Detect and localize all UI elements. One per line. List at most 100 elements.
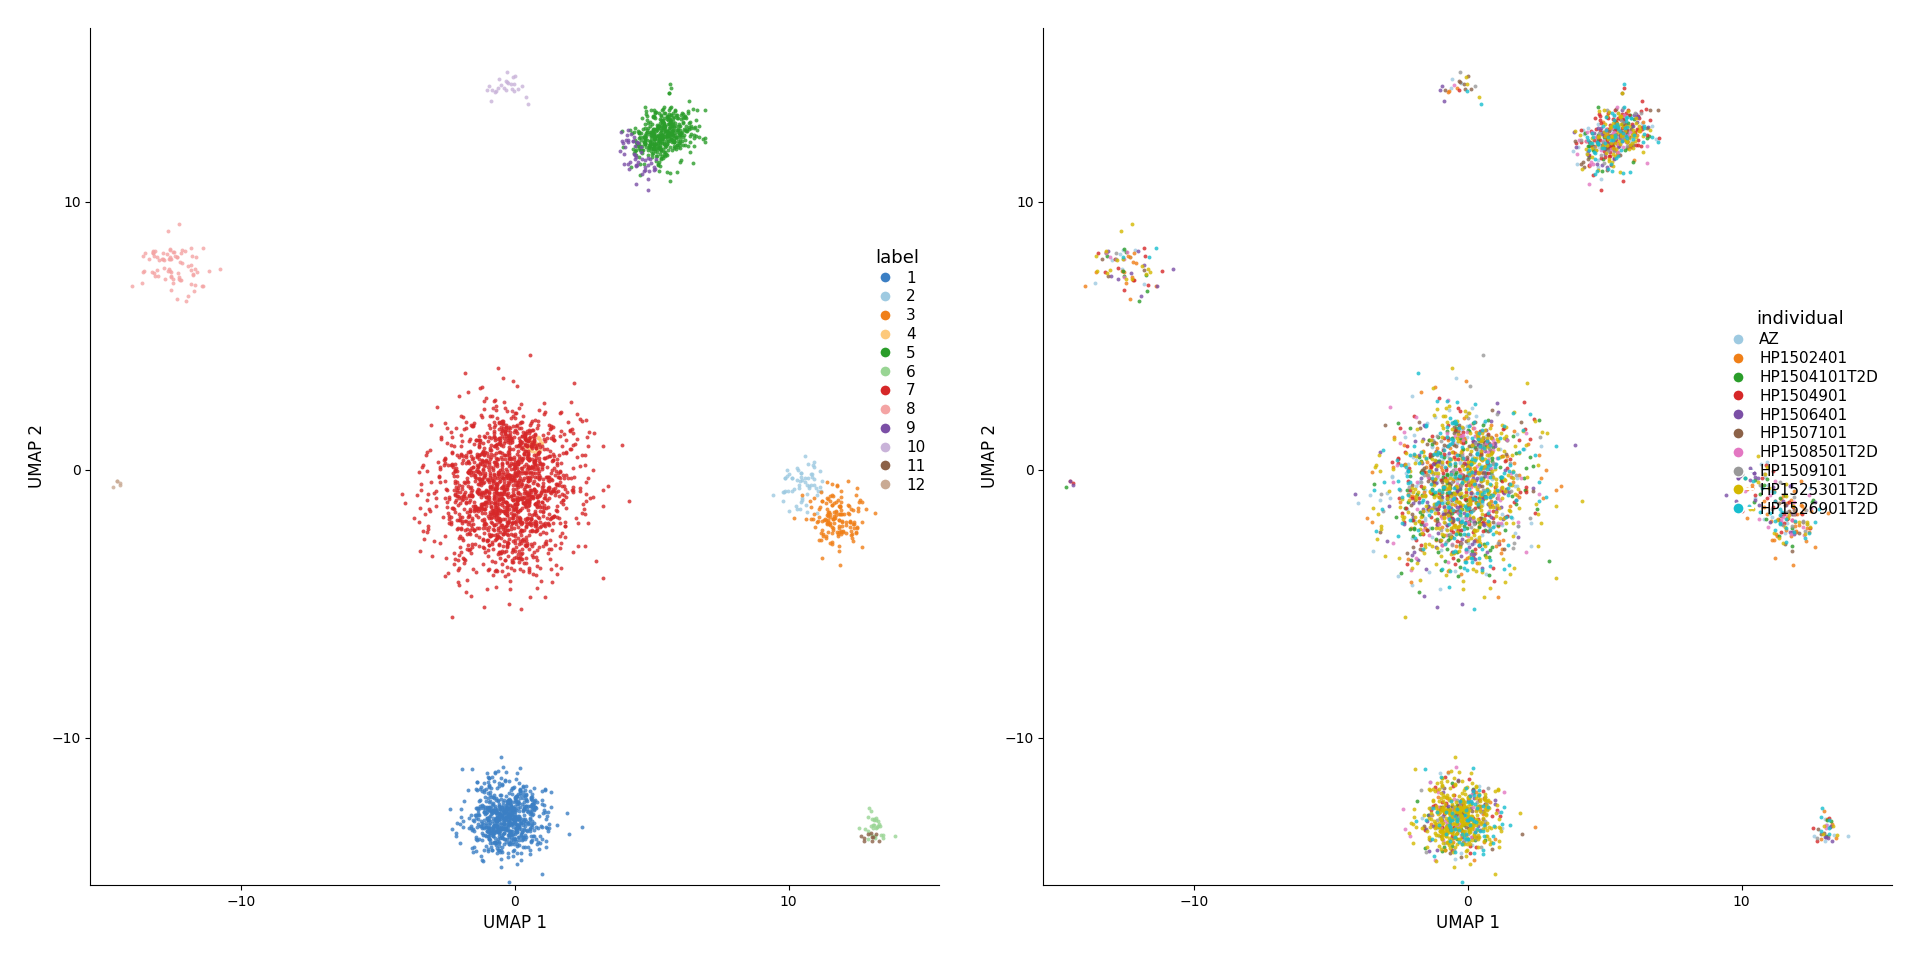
Point	[511, 804, 541, 819]
Point	[490, 503, 520, 518]
Point	[501, 833, 532, 849]
Point	[1446, 522, 1476, 538]
Point	[649, 106, 680, 121]
Point	[1473, 454, 1503, 469]
Point	[770, 483, 801, 498]
Point	[1722, 485, 1753, 500]
Point	[465, 436, 495, 451]
Point	[1392, 464, 1423, 479]
Point	[1500, 536, 1530, 551]
Point	[167, 255, 198, 271]
Point	[1601, 136, 1632, 152]
Point	[653, 85, 684, 101]
Point	[643, 129, 674, 144]
Point	[1498, 529, 1528, 544]
Point	[440, 505, 470, 520]
Point	[447, 820, 478, 835]
Point	[810, 513, 841, 528]
Point	[1526, 470, 1557, 486]
Point	[499, 543, 530, 559]
Point	[522, 420, 553, 435]
Point	[524, 511, 555, 526]
Point	[1469, 517, 1500, 533]
Point	[457, 418, 488, 433]
Point	[1442, 817, 1473, 832]
Point	[1423, 501, 1453, 516]
Point	[467, 852, 497, 868]
Point	[1797, 821, 1828, 836]
Point	[1423, 468, 1453, 484]
Point	[436, 822, 467, 837]
Point	[493, 444, 524, 459]
Point	[1582, 134, 1613, 150]
Point	[1438, 545, 1469, 561]
Point	[490, 543, 520, 559]
Point	[1455, 511, 1486, 526]
Point	[472, 790, 503, 805]
Point	[1423, 453, 1453, 468]
Point	[1482, 395, 1513, 410]
Point	[399, 511, 430, 526]
Point	[1484, 459, 1515, 474]
Point	[1110, 272, 1140, 287]
Point	[493, 443, 524, 458]
Point	[1442, 433, 1473, 448]
Point	[549, 470, 580, 486]
Point	[639, 105, 670, 120]
Point	[507, 408, 538, 423]
Point	[1430, 818, 1461, 833]
Point	[1469, 489, 1500, 504]
Point	[524, 456, 555, 471]
Point	[1584, 135, 1615, 151]
Point	[1759, 484, 1789, 499]
Point	[1365, 492, 1396, 508]
Point	[492, 433, 522, 448]
Point	[1469, 434, 1500, 449]
Point	[1540, 439, 1571, 454]
Point	[499, 470, 530, 486]
Point	[532, 823, 563, 838]
Point	[455, 526, 486, 541]
Point	[1453, 790, 1484, 805]
Point	[1425, 534, 1455, 549]
Point	[1369, 548, 1400, 564]
Point	[493, 515, 524, 530]
Point	[1467, 822, 1498, 837]
Point	[497, 816, 528, 831]
Point	[1423, 455, 1453, 470]
Point	[1392, 501, 1423, 516]
Point	[1484, 526, 1515, 541]
Point	[820, 503, 851, 518]
Point	[1444, 477, 1475, 492]
Point	[783, 477, 814, 492]
Point	[1430, 796, 1461, 811]
Point	[1400, 455, 1430, 470]
Point	[474, 826, 505, 841]
Point	[1588, 134, 1619, 150]
Point	[662, 110, 693, 126]
Point	[1444, 552, 1475, 567]
Point	[1457, 550, 1488, 565]
Point	[1453, 503, 1484, 518]
Point	[482, 494, 513, 510]
Point	[639, 141, 670, 156]
Point	[564, 480, 595, 495]
Point	[1469, 547, 1500, 563]
Point	[655, 81, 685, 96]
Point	[1446, 468, 1476, 483]
Point	[1486, 448, 1517, 464]
Point	[1430, 408, 1461, 423]
Point	[505, 822, 536, 837]
Point	[522, 794, 553, 809]
Point	[1476, 519, 1507, 535]
Point	[1419, 473, 1450, 489]
Point	[1119, 273, 1150, 288]
Point	[463, 447, 493, 463]
Point	[472, 537, 503, 552]
Point	[645, 141, 676, 156]
Point	[1407, 444, 1438, 460]
Point	[463, 428, 493, 444]
Point	[545, 429, 576, 444]
Point	[495, 826, 526, 841]
Point	[785, 473, 816, 489]
